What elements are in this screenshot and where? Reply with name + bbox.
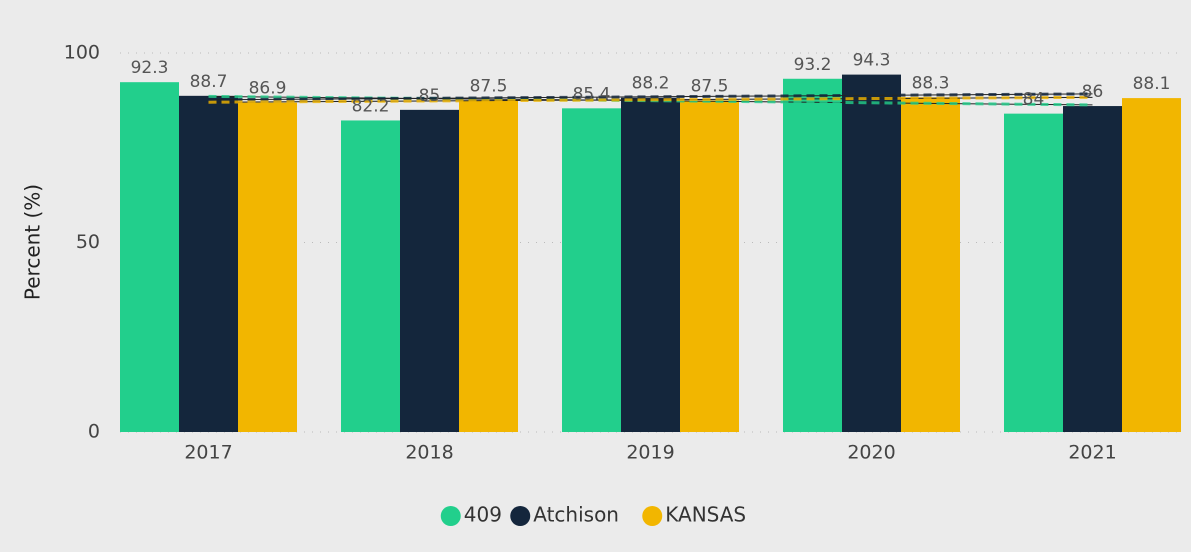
- value-label: 88.1: [1133, 74, 1171, 94]
- x-tick-label: 2020: [847, 442, 895, 464]
- value-label: 87.5: [691, 76, 729, 96]
- bar: [562, 108, 621, 433]
- bar: [120, 82, 179, 433]
- value-label: 94.3: [853, 51, 891, 71]
- value-label: 92.3: [131, 58, 169, 78]
- bar: [400, 109, 459, 432]
- legend-swatch: [510, 506, 531, 526]
- trend-line: [208, 95, 1093, 104]
- y-tick-label: 0: [88, 421, 100, 443]
- y-tick-label: 50: [76, 231, 100, 253]
- bar: [621, 97, 680, 433]
- legend-swatch: [440, 506, 461, 526]
- bar: [1122, 98, 1181, 432]
- bar: [901, 97, 960, 432]
- value-label: 87.5: [470, 76, 508, 96]
- value-label: 84: [1023, 90, 1045, 110]
- bar: [783, 78, 842, 432]
- value-label: 82.2: [352, 96, 390, 116]
- y-axis-label: Percent (%): [21, 184, 45, 300]
- x-tick-label: 2021: [1068, 442, 1116, 464]
- x-tick-label: 2019: [626, 442, 674, 464]
- legend-label: 409: [464, 503, 502, 527]
- legend-label: KANSAS: [665, 503, 746, 527]
- value-label: 88.2: [632, 74, 670, 94]
- legend-label: Atchison: [533, 503, 619, 527]
- value-label: 88.3: [912, 73, 950, 93]
- y-tick-label: 100: [64, 42, 100, 64]
- bar: [179, 95, 238, 433]
- bar: [842, 74, 901, 432]
- value-label: 86.9: [249, 79, 287, 99]
- x-tick-label: 2018: [405, 442, 453, 464]
- bar: [1004, 113, 1063, 432]
- bar: [238, 102, 297, 433]
- x-tick-label: 2017: [184, 442, 232, 464]
- value-label: 86: [1082, 82, 1104, 102]
- bar: [1063, 106, 1122, 432]
- bar: [680, 100, 739, 432]
- value-label: 85: [419, 86, 441, 106]
- value-label: 88.7: [190, 72, 228, 92]
- trend-line: [208, 92, 1093, 102]
- bar: [459, 100, 518, 432]
- value-label: 93.2: [794, 55, 832, 75]
- value-label: 85.4: [573, 84, 611, 104]
- bar: [341, 120, 400, 432]
- legend-swatch: [642, 506, 663, 526]
